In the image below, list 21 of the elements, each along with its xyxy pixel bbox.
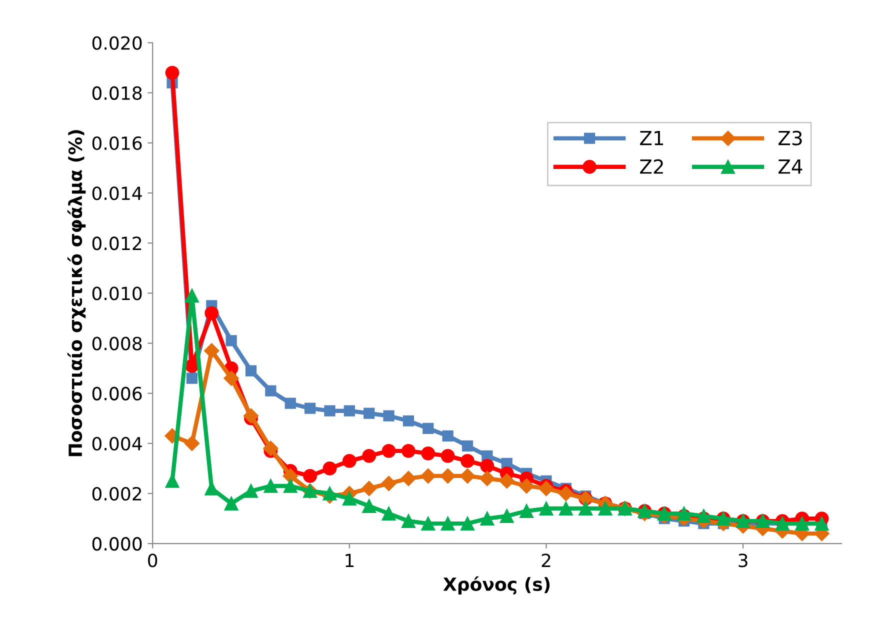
legend-label: Z1 bbox=[640, 130, 664, 146]
x-tick-label: 0 bbox=[148, 554, 158, 568]
legend-label: Z3 bbox=[778, 130, 802, 146]
y-axis-title: Ποσοστιαίο σχετικό σφάλμα (%) bbox=[67, 130, 86, 456]
y-tick-label: 0.000 bbox=[92, 537, 142, 551]
y-tick-label: 0.002 bbox=[92, 486, 142, 501]
y-tick-label: 0.004 bbox=[92, 436, 142, 451]
y-tick-label: 0.008 bbox=[92, 336, 142, 350]
y-tick-label: 0.014 bbox=[92, 186, 142, 200]
x-tick-label: 3 bbox=[738, 554, 748, 568]
y-tick-label: 0.010 bbox=[92, 286, 142, 300]
x-tick-label: 2 bbox=[542, 554, 550, 568]
x-axis-title: Χρόνος (s) bbox=[443, 576, 550, 595]
x-tick-label: 1 bbox=[346, 554, 354, 568]
y-tick-label: 0.006 bbox=[92, 386, 142, 400]
legend-label: Z2 bbox=[640, 159, 663, 174]
y-tick-label: 0.012 bbox=[92, 236, 142, 250]
legend-label: Z4 bbox=[778, 160, 802, 174]
y-tick-label: 0.016 bbox=[92, 136, 142, 150]
y-tick-label: 0.020 bbox=[92, 36, 142, 50]
y-tick-label: 0.018 bbox=[92, 86, 142, 100]
